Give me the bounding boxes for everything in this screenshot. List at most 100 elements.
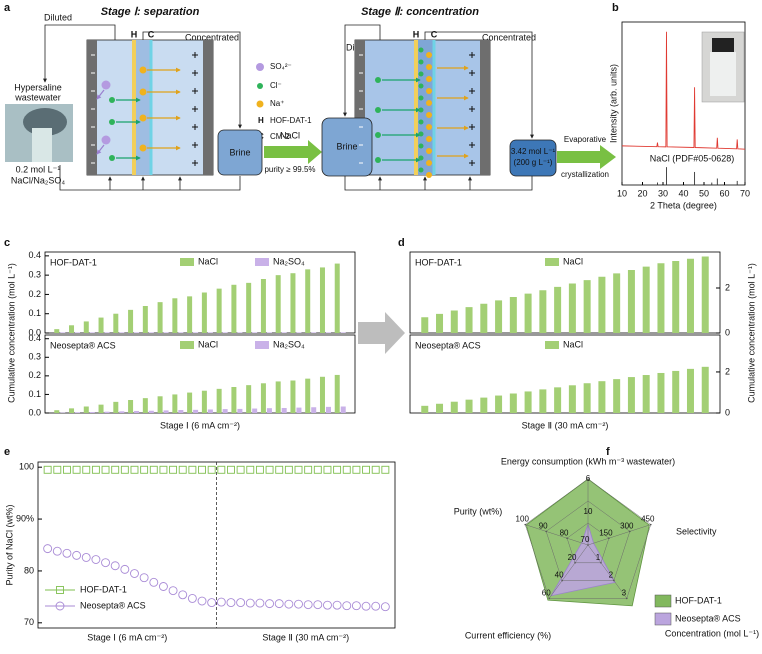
marker bbox=[197, 596, 207, 606]
bar bbox=[237, 408, 243, 413]
axis-tick bbox=[600, 561, 602, 564]
ion bbox=[139, 114, 147, 122]
feed-label: 0.2 mol L⁻¹ bbox=[16, 164, 61, 174]
product-box bbox=[509, 139, 557, 177]
legend-label: Cl⁻ bbox=[270, 81, 282, 90]
flow-line bbox=[424, 31, 534, 139]
x-tick-label: 20 bbox=[637, 188, 647, 198]
bar bbox=[509, 393, 517, 413]
membrane-label: H bbox=[413, 29, 420, 39]
marker bbox=[342, 465, 351, 474]
bar bbox=[134, 410, 140, 413]
ion bbox=[426, 148, 432, 154]
bar bbox=[187, 296, 193, 333]
legend-marker bbox=[56, 586, 64, 594]
y-tick-label: 0.1 bbox=[28, 308, 41, 318]
bar bbox=[75, 332, 81, 333]
bar bbox=[134, 332, 140, 333]
x-tick-label: 10 bbox=[617, 188, 627, 198]
y-tick-label: 0.0 bbox=[28, 327, 41, 337]
marker bbox=[149, 577, 159, 587]
radar-ring bbox=[545, 500, 631, 581]
marker bbox=[275, 465, 284, 474]
axis-tick bbox=[613, 579, 615, 582]
bar bbox=[163, 332, 169, 333]
bar bbox=[421, 405, 429, 413]
bar bbox=[148, 332, 154, 333]
legend-label: HOF-DAT-1 bbox=[675, 595, 722, 605]
marker bbox=[139, 573, 149, 583]
bar bbox=[83, 406, 89, 413]
axis-tick-label: 100 bbox=[516, 515, 530, 524]
bar bbox=[178, 332, 184, 333]
bar bbox=[334, 374, 340, 413]
bar bbox=[187, 392, 193, 413]
bar bbox=[128, 309, 134, 333]
marker bbox=[333, 465, 342, 474]
bar bbox=[583, 280, 591, 333]
bar bbox=[539, 389, 547, 413]
ion bbox=[418, 143, 424, 149]
y-tick-label: 0.4 bbox=[28, 250, 41, 260]
y-tick-label: 0 bbox=[725, 407, 730, 417]
bar bbox=[157, 302, 163, 333]
marker bbox=[82, 465, 91, 474]
flow-label: Concentrated bbox=[185, 32, 239, 42]
x-tick-label: 30 bbox=[658, 188, 668, 198]
bar bbox=[60, 332, 66, 333]
ion-key bbox=[257, 83, 263, 89]
bar bbox=[216, 288, 222, 333]
ion bbox=[426, 160, 432, 166]
legend-label: NaCl bbox=[563, 256, 583, 266]
legend-label: Na₂SO₄ bbox=[273, 256, 305, 266]
bar bbox=[627, 270, 635, 333]
marker bbox=[226, 598, 236, 608]
bar bbox=[207, 409, 213, 413]
bar bbox=[119, 411, 125, 413]
axis-title: Cumulative concentration (mol L⁻¹) bbox=[746, 263, 756, 403]
electrode bbox=[355, 40, 365, 175]
marker bbox=[53, 465, 62, 474]
bar bbox=[524, 391, 532, 413]
axis-name: Current efficiency (%) bbox=[465, 630, 551, 640]
bar bbox=[701, 366, 709, 413]
bar bbox=[163, 410, 169, 413]
plot-frame bbox=[409, 334, 721, 414]
membrane-label: C bbox=[431, 29, 438, 39]
marker bbox=[216, 597, 226, 607]
y-tick-label: 100 bbox=[19, 462, 34, 472]
bar bbox=[216, 388, 222, 413]
x-tick-label: 60 bbox=[719, 188, 729, 198]
ion bbox=[418, 47, 424, 53]
ion bbox=[426, 52, 432, 58]
marker bbox=[294, 599, 303, 609]
ion bbox=[418, 155, 424, 161]
bar bbox=[450, 401, 458, 413]
bar bbox=[178, 410, 184, 413]
ion bbox=[418, 167, 424, 173]
marker bbox=[294, 465, 303, 474]
bar bbox=[686, 258, 694, 333]
axis-tick bbox=[524, 523, 527, 526]
marker bbox=[188, 465, 197, 474]
x-tick-label: 70 bbox=[740, 188, 750, 198]
bar bbox=[148, 410, 154, 413]
marker bbox=[303, 600, 313, 610]
marker bbox=[304, 465, 313, 474]
marker bbox=[284, 465, 293, 474]
x-tick-label: 40 bbox=[678, 188, 688, 198]
ion bbox=[139, 88, 147, 96]
marker bbox=[361, 601, 371, 611]
transition-arrow bbox=[358, 312, 405, 354]
ion bbox=[375, 107, 381, 113]
flow-line bbox=[142, 31, 242, 129]
axis-name: Concentration (mol L⁻¹) bbox=[665, 628, 759, 638]
legend-label: Na₂SO₄ bbox=[273, 339, 305, 349]
bar bbox=[340, 406, 346, 413]
feed-label: wastewater bbox=[14, 92, 61, 102]
axis-title: Stage Ⅱ (30 mA cm⁻²) bbox=[522, 420, 609, 430]
bar bbox=[275, 381, 281, 413]
panel-label: Neosepta® ACS bbox=[50, 340, 116, 350]
axis-tick-label: 90 bbox=[539, 522, 548, 531]
y-tick-label: 70 bbox=[24, 617, 34, 627]
